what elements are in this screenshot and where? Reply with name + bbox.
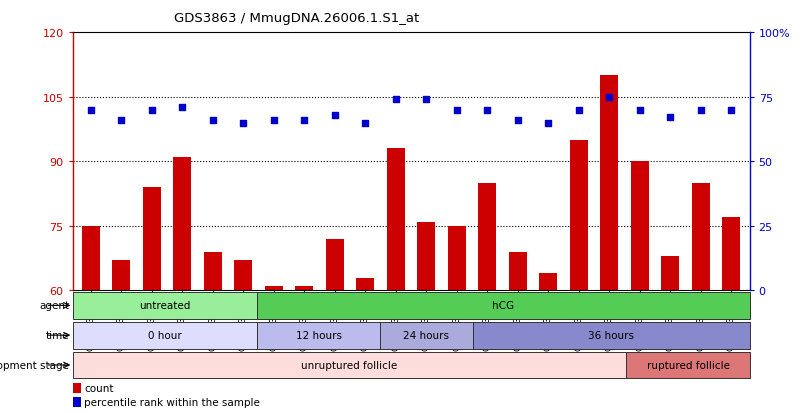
Bar	[204, 252, 222, 291]
Bar	[81, 226, 100, 291]
Bar	[472, 322, 750, 349]
Point	[420, 97, 433, 103]
Bar	[73, 292, 257, 319]
Bar	[73, 397, 81, 407]
Bar	[387, 149, 405, 291]
Bar	[692, 183, 710, 291]
Point	[359, 120, 372, 126]
Text: percentile rank within the sample: percentile rank within the sample	[85, 398, 260, 408]
Point	[389, 97, 402, 103]
Bar	[661, 256, 679, 291]
Bar	[112, 261, 131, 291]
Point	[237, 120, 250, 126]
Point	[145, 107, 158, 114]
Text: GDS3863 / MmugDNA.26006.1.S1_at: GDS3863 / MmugDNA.26006.1.S1_at	[174, 12, 419, 25]
Point	[725, 107, 737, 114]
Bar	[173, 158, 192, 291]
Bar	[447, 226, 466, 291]
Point	[451, 107, 463, 114]
Bar	[539, 273, 558, 291]
Bar	[356, 278, 375, 291]
Bar	[722, 218, 741, 291]
Text: 0 hour: 0 hour	[148, 330, 181, 340]
Bar	[600, 76, 618, 291]
Bar	[478, 183, 496, 291]
Point	[664, 115, 677, 121]
Bar	[626, 352, 750, 378]
Text: untreated: untreated	[139, 301, 190, 311]
Text: hCG: hCG	[492, 301, 514, 311]
Text: time: time	[45, 330, 69, 340]
Bar	[257, 292, 750, 319]
Text: development stage: development stage	[0, 360, 69, 370]
Point	[298, 117, 311, 124]
Text: 24 hours: 24 hours	[404, 330, 450, 340]
Point	[206, 117, 219, 124]
Point	[634, 107, 646, 114]
Bar	[73, 383, 81, 393]
Bar	[264, 287, 283, 291]
Bar	[143, 188, 161, 291]
Bar	[257, 322, 380, 349]
Point	[115, 117, 128, 124]
Point	[542, 120, 555, 126]
Point	[603, 94, 616, 101]
Text: count: count	[85, 383, 114, 393]
Bar	[509, 252, 527, 291]
Bar	[380, 322, 472, 349]
Point	[572, 107, 585, 114]
Bar	[326, 239, 344, 291]
Point	[481, 107, 494, 114]
Point	[511, 117, 524, 124]
Point	[268, 117, 280, 124]
Bar	[295, 287, 314, 291]
Text: 12 hours: 12 hours	[296, 330, 342, 340]
Text: ruptured follicle: ruptured follicle	[646, 360, 729, 370]
Bar	[73, 352, 626, 378]
Bar	[630, 162, 649, 291]
Bar	[418, 222, 435, 291]
Point	[694, 107, 707, 114]
Text: agent: agent	[39, 301, 69, 311]
Point	[85, 107, 98, 114]
Point	[176, 104, 189, 111]
Point	[328, 112, 341, 119]
Bar	[570, 140, 588, 291]
Bar	[73, 322, 257, 349]
Text: 36 hours: 36 hours	[588, 330, 634, 340]
Bar	[235, 261, 252, 291]
Text: unruptured follicle: unruptured follicle	[301, 360, 397, 370]
